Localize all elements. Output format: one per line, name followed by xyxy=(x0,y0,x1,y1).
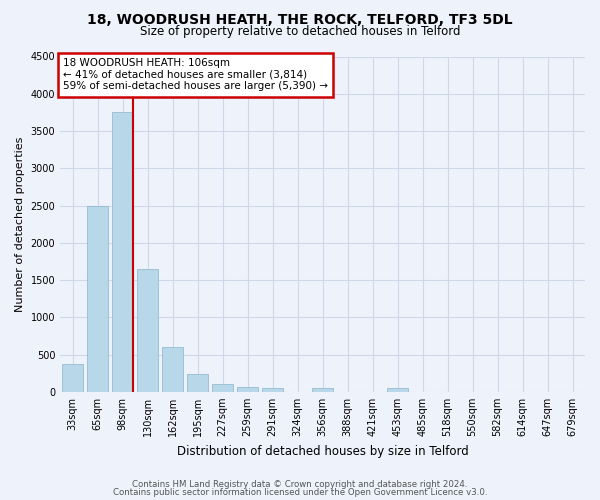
Bar xyxy=(137,269,158,392)
Bar xyxy=(237,388,258,392)
Bar xyxy=(62,364,83,392)
Bar xyxy=(312,388,333,392)
X-axis label: Distribution of detached houses by size in Telford: Distribution of detached houses by size … xyxy=(177,444,469,458)
Bar xyxy=(162,347,183,392)
Bar xyxy=(87,206,108,392)
Bar xyxy=(387,388,408,392)
Bar xyxy=(262,388,283,392)
Text: Size of property relative to detached houses in Telford: Size of property relative to detached ho… xyxy=(140,25,460,38)
Text: Contains HM Land Registry data © Crown copyright and database right 2024.: Contains HM Land Registry data © Crown c… xyxy=(132,480,468,489)
Bar xyxy=(112,112,133,392)
Text: 18 WOODRUSH HEATH: 106sqm
← 41% of detached houses are smaller (3,814)
59% of se: 18 WOODRUSH HEATH: 106sqm ← 41% of detac… xyxy=(63,58,328,92)
Bar xyxy=(212,384,233,392)
Bar xyxy=(187,374,208,392)
Y-axis label: Number of detached properties: Number of detached properties xyxy=(15,136,25,312)
Text: 18, WOODRUSH HEATH, THE ROCK, TELFORD, TF3 5DL: 18, WOODRUSH HEATH, THE ROCK, TELFORD, T… xyxy=(87,12,513,26)
Text: Contains public sector information licensed under the Open Government Licence v3: Contains public sector information licen… xyxy=(113,488,487,497)
